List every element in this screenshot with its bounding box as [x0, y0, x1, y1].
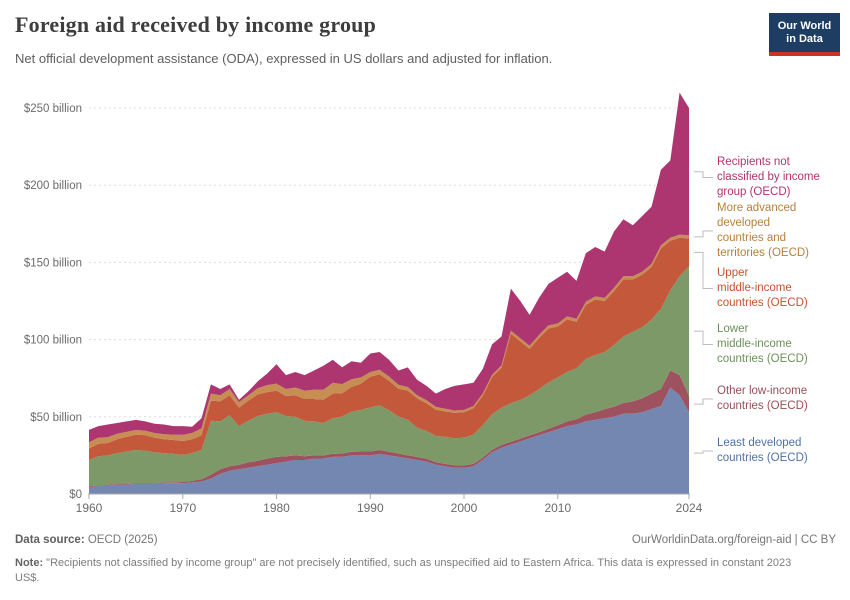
- data-source: Data source: OECD (2025): [15, 534, 158, 546]
- legend-item-lower-line: Lower: [717, 323, 749, 335]
- legend-item-unclassified[interactable]: Recipients not classified by income group …: [717, 155, 820, 200]
- area-lower[interactable]: [89, 266, 689, 487]
- legend-leader-unclassified: [694, 171, 713, 178]
- y-tick-label-0: $0: [69, 489, 82, 501]
- legend-leader-advanced: [694, 230, 713, 238]
- y-tick-label-250: $250 billion: [24, 103, 82, 115]
- owid-logo-text: Our World in Data: [769, 13, 840, 52]
- page-title: Foreign aid received by income group: [15, 12, 377, 37]
- x-tick-label-2024: 2024: [676, 501, 703, 515]
- y-tick-label-50: $50 billion: [30, 412, 82, 424]
- legend-item-advanced-line: More advanced: [717, 202, 797, 214]
- owid-logo-red-bar: [769, 52, 840, 56]
- area-least[interactable]: [89, 387, 689, 495]
- owid-link[interactable]: OurWorldinData.org/foreign-aid | CC BY: [631, 534, 836, 546]
- legend-item-upper-line: Upper: [717, 267, 749, 279]
- owid-logo-line1: Our World: [777, 20, 832, 32]
- legend-item-other_low[interactable]: Other low-income countries (OECD): [717, 384, 808, 414]
- legend-item-least[interactable]: Least developed countries (OECD): [717, 436, 808, 466]
- x-tick-label-2000: 2000: [451, 501, 478, 515]
- legend-item-lower-line: middle-income: [717, 338, 792, 350]
- x-tick-label-1960: 1960: [76, 501, 103, 515]
- legend-item-least-line: countries (OECD): [717, 452, 808, 464]
- data-source-text: OECD (2025): [84, 534, 158, 546]
- legend-leader-other_low: [694, 398, 713, 405]
- legend-item-advanced[interactable]: More advanced developed countries and terri…: [717, 201, 809, 261]
- legend-item-lower[interactable]: Lower middle-income countries (OECD): [717, 322, 808, 367]
- legend-item-other_low-line: countries (OECD): [717, 400, 808, 412]
- legend-item-advanced-line: developed: [717, 217, 771, 229]
- y-tick-label-150: $150 billion: [24, 257, 82, 269]
- x-tick-label-1970: 1970: [169, 501, 196, 515]
- legend-leader-upper: [694, 251, 713, 289]
- footnote-label: Note:: [15, 557, 44, 569]
- area-upper[interactable]: [89, 237, 689, 460]
- legend-item-lower-line: countries (OECD): [717, 353, 808, 365]
- legend-item-advanced-line: territories (OECD): [717, 247, 810, 259]
- footnote-text: "Recipients not classified by income gro…: [15, 557, 792, 584]
- legend-item-advanced-line: countries and: [717, 232, 787, 244]
- legend-leader-least: [694, 450, 713, 454]
- y-tick-label-200: $200 billion: [24, 180, 82, 192]
- legend-item-unclassified-line: group (OECD): [717, 186, 791, 198]
- data-source-label: Data source:: [15, 534, 85, 546]
- legend-item-least-line: Least developed: [717, 437, 802, 449]
- legend-item-unclassified-line: Recipients not: [717, 156, 790, 168]
- legend-item-upper[interactable]: Upper middle-income countries (OECD): [717, 266, 808, 311]
- legend-item-unclassified-line: classified by income: [717, 171, 820, 183]
- area-unclassified[interactable]: [89, 92, 689, 443]
- footnote: Note: "Recipients not classified by inco…: [15, 556, 815, 586]
- y-tick-label-100: $100 billion: [24, 335, 82, 347]
- legend-item-upper-line: countries (OECD): [717, 297, 808, 309]
- legend-leader-lower: [694, 330, 713, 345]
- legend-item-other_low-line: Other low-income: [717, 385, 808, 397]
- chart-subtitle: Net official development assistance (ODA…: [15, 51, 553, 66]
- owid-logo[interactable]: Our World in Data: [769, 13, 840, 56]
- x-tick-label-1980: 1980: [263, 501, 290, 515]
- x-tick-label-2010: 2010: [544, 501, 571, 515]
- legend-item-upper-line: middle-income: [717, 282, 792, 294]
- x-tick-label-1990: 1990: [357, 501, 384, 515]
- owid-logo-line2: in Data: [786, 33, 823, 45]
